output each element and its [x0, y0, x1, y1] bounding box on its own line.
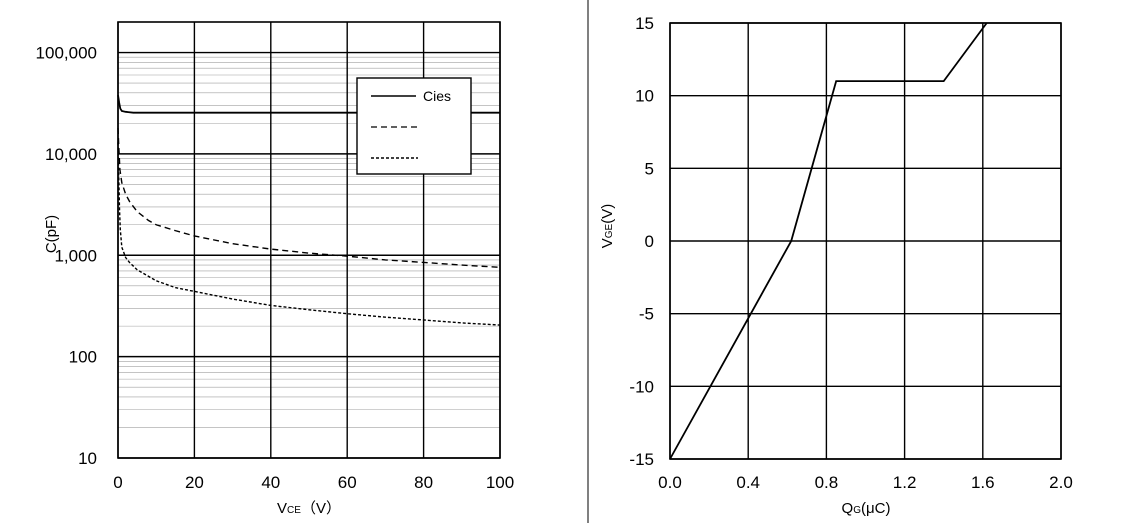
gate-charge-y-tick-label: 10	[635, 87, 654, 106]
gate-charge-x-tick-label: 0.8	[815, 473, 839, 492]
gate-charge-y-tick-label: 0	[645, 232, 654, 251]
gate-charge-y-tick-label: 5	[645, 159, 654, 178]
capacitance-y-axis-label: C(pF)	[43, 215, 60, 253]
gate-charge-x-tick-label: 0.0	[658, 473, 682, 492]
capacitance-y-tick-label: 10,000	[45, 145, 97, 164]
gate-charge-x-tick-label: 1.6	[971, 473, 995, 492]
capacitance-x-tick-label: 80	[414, 473, 433, 492]
capacitance-y-tick-label: 100	[69, 348, 97, 367]
capacitance-x-tick-label: 20	[185, 473, 204, 492]
capacitance-x-tick-label: 0	[113, 473, 122, 492]
capacitance-x-axis-label: VCE（V）	[277, 500, 341, 517]
capacitance-y-tick-label: 10	[78, 449, 97, 468]
legend-box	[356, 77, 472, 175]
capacitance-chart: 0 20 40 60 80 100 10 100 1,000 10,000 100,000 VCE…	[36, 21, 514, 517]
gate-charge-x-tick-label: 1.2	[893, 473, 917, 492]
gate-charge-x-tick-label: 0.4	[736, 473, 760, 492]
gate-charge-curve	[669, 22, 988, 460]
cies-curve	[117, 94, 500, 114]
capacitance-x-tick-label: 100	[486, 473, 514, 492]
capacitance-y-tick-label: 100,000	[36, 44, 97, 63]
capacitance-legend: Cies	[356, 77, 472, 175]
legend-label-cies: Cies	[423, 88, 451, 104]
gate-charge-y-tick-label: -15	[629, 450, 654, 469]
gate-charge-y-axis-label: VGE(V)	[599, 204, 616, 248]
gate-charge-y-tick-label: 15	[635, 14, 654, 33]
gate-charge-chart: 0.0 0.4 0.8 1.2 1.6 2.0 -15 -10 -5 0 5 10 15 QG(μC)…	[599, 14, 1073, 517]
capacitance-y-tick-label: 1,000	[54, 246, 97, 265]
capacitance-plot-frame	[117, 21, 501, 459]
gate-charge-plot-frame	[669, 22, 1062, 460]
gate-charge-y-tick-label: -5	[639, 305, 654, 324]
gate-charge-x-axis-label: QG(μC)	[842, 500, 891, 517]
dashed-curve	[117, 127, 501, 269]
capacitance-x-tick-label: 60	[338, 473, 357, 492]
dotted-curve	[117, 142, 501, 326]
capacitance-x-tick-label: 40	[261, 473, 280, 492]
gate-charge-y-tick-label: -10	[629, 377, 654, 396]
gate-charge-x-tick-label: 2.0	[1049, 473, 1073, 492]
